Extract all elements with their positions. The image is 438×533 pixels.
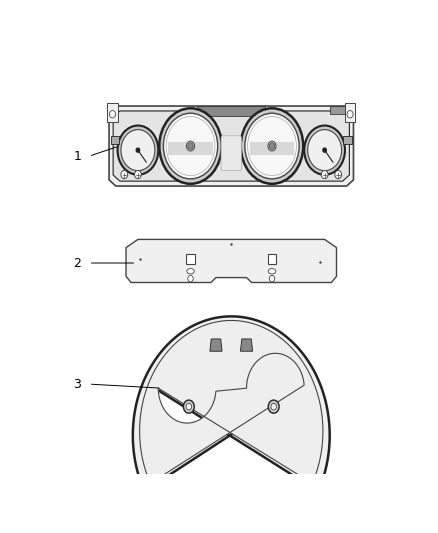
Circle shape <box>323 148 326 152</box>
Circle shape <box>347 110 353 118</box>
Circle shape <box>268 400 279 413</box>
Circle shape <box>121 171 128 179</box>
Text: 2: 2 <box>74 256 81 270</box>
Circle shape <box>110 110 116 118</box>
Text: 1: 1 <box>74 150 81 163</box>
FancyBboxPatch shape <box>197 106 265 116</box>
Polygon shape <box>133 317 330 491</box>
Circle shape <box>186 403 191 410</box>
FancyBboxPatch shape <box>186 254 195 264</box>
Circle shape <box>271 403 276 410</box>
Circle shape <box>269 276 275 282</box>
FancyBboxPatch shape <box>330 106 345 114</box>
Circle shape <box>188 143 193 149</box>
Circle shape <box>304 126 345 175</box>
Polygon shape <box>345 103 355 123</box>
FancyBboxPatch shape <box>250 142 294 155</box>
Circle shape <box>247 117 297 175</box>
Circle shape <box>335 171 342 179</box>
Circle shape <box>166 117 215 175</box>
Circle shape <box>163 113 218 179</box>
Circle shape <box>241 108 303 184</box>
Polygon shape <box>240 339 253 351</box>
Circle shape <box>121 130 155 171</box>
Circle shape <box>159 108 222 184</box>
Polygon shape <box>113 111 350 181</box>
Circle shape <box>184 400 194 413</box>
Polygon shape <box>107 103 117 123</box>
Circle shape <box>117 126 158 175</box>
Polygon shape <box>109 106 353 186</box>
Polygon shape <box>343 136 352 144</box>
Circle shape <box>188 276 193 282</box>
Circle shape <box>245 113 299 179</box>
Polygon shape <box>126 239 336 282</box>
Circle shape <box>136 148 140 152</box>
Ellipse shape <box>268 269 276 274</box>
Circle shape <box>134 171 141 179</box>
Circle shape <box>269 143 275 149</box>
Polygon shape <box>140 320 323 483</box>
Text: 3: 3 <box>74 377 81 391</box>
Circle shape <box>307 130 342 171</box>
Polygon shape <box>210 339 222 351</box>
FancyBboxPatch shape <box>169 142 212 155</box>
FancyBboxPatch shape <box>268 254 276 264</box>
FancyBboxPatch shape <box>221 136 241 171</box>
Polygon shape <box>111 136 119 144</box>
Circle shape <box>321 171 328 179</box>
Ellipse shape <box>187 269 194 274</box>
